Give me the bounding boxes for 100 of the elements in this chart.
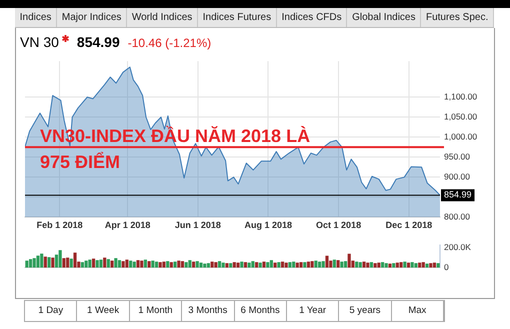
text: 1 Month <box>130 301 182 321</box>
bar <box>180 261 184 268</box>
bar <box>314 260 318 268</box>
bar <box>280 262 284 268</box>
bar <box>388 264 392 268</box>
text: World Indices <box>127 8 198 27</box>
bar <box>140 260 144 268</box>
bar <box>355 262 358 268</box>
bar <box>410 262 414 268</box>
bar <box>418 262 422 268</box>
bar <box>44 256 47 268</box>
bar <box>244 262 248 268</box>
bar <box>414 263 418 268</box>
bar <box>336 260 340 268</box>
bar <box>129 260 132 268</box>
bar <box>358 262 362 268</box>
y-tick-label: 0 <box>444 262 449 272</box>
bar <box>136 260 140 268</box>
bar <box>255 262 258 268</box>
bar <box>303 262 306 268</box>
bar <box>199 262 203 268</box>
bar <box>70 258 73 268</box>
bar <box>377 262 380 268</box>
bar <box>225 263 229 268</box>
bar <box>344 261 348 268</box>
bar <box>132 262 136 268</box>
bar <box>248 262 251 268</box>
bar <box>436 263 440 268</box>
bar <box>406 262 410 268</box>
bar <box>218 261 222 268</box>
x-tick-label: Dec 1 2018 <box>386 220 432 230</box>
bar <box>118 260 122 268</box>
bar <box>66 258 70 268</box>
bar <box>392 263 396 268</box>
bar <box>110 260 114 268</box>
chart-title: VN 30 <box>20 34 59 50</box>
bar <box>262 262 266 268</box>
bar <box>125 260 128 268</box>
y-tick-label: 1,050.00 <box>444 111 478 122</box>
bar <box>188 260 192 268</box>
bar <box>96 260 99 268</box>
x-tick-label: Feb 1 2018 <box>36 220 83 230</box>
bar <box>144 260 147 268</box>
text: 1 Day <box>25 301 78 321</box>
bar <box>258 262 262 268</box>
y-tick-label: 900.00 <box>444 172 470 182</box>
chart-subtitle: 854.99 <box>76 34 120 50</box>
x-tick-label: Apr 1 2018 <box>104 220 150 230</box>
bar <box>325 256 329 268</box>
text: Global Indices <box>347 8 422 27</box>
bar <box>366 262 370 268</box>
bar <box>296 262 299 268</box>
text: Indices Futures <box>198 8 277 27</box>
text: 5 years <box>339 301 392 321</box>
bar <box>25 260 28 268</box>
bar <box>122 261 125 268</box>
bar <box>270 260 273 268</box>
text: Max <box>392 301 444 321</box>
bar <box>196 261 199 268</box>
bar <box>48 257 51 268</box>
bar <box>99 260 103 268</box>
bar <box>348 254 351 268</box>
bar <box>400 262 403 268</box>
bar <box>92 258 96 268</box>
bar <box>236 262 240 268</box>
bar <box>154 262 158 268</box>
bar <box>177 260 180 268</box>
bar <box>232 262 236 268</box>
bar <box>151 260 154 268</box>
bar <box>173 262 177 268</box>
bar <box>432 262 436 268</box>
bar <box>88 260 92 268</box>
bar <box>370 262 374 268</box>
bar <box>266 262 270 268</box>
bar <box>73 252 77 268</box>
bar <box>310 261 314 268</box>
bar <box>429 263 432 268</box>
y-tick-label: 800.00 <box>444 212 470 222</box>
text: -10.46 (-1.21%) <box>128 36 212 50</box>
y-tick-label: 950.00 <box>444 152 470 162</box>
bar <box>277 262 280 268</box>
bar <box>318 262 322 268</box>
text: 1 Year <box>286 301 340 321</box>
y-tick-label: 200.0K <box>444 242 472 252</box>
bar <box>36 256 40 268</box>
text: Futures Spec. <box>421 8 494 27</box>
bar <box>166 261 170 268</box>
bar <box>192 262 196 268</box>
bar <box>80 262 84 268</box>
bar <box>203 264 206 268</box>
bar <box>396 262 399 268</box>
bar <box>58 250 62 268</box>
bar <box>274 262 277 268</box>
bar <box>40 254 44 268</box>
bar <box>292 262 296 268</box>
bar <box>32 258 36 268</box>
bar <box>222 262 225 268</box>
bar <box>380 262 384 268</box>
y-tick-label: 1,000.00 <box>444 131 478 142</box>
bar <box>422 262 425 268</box>
